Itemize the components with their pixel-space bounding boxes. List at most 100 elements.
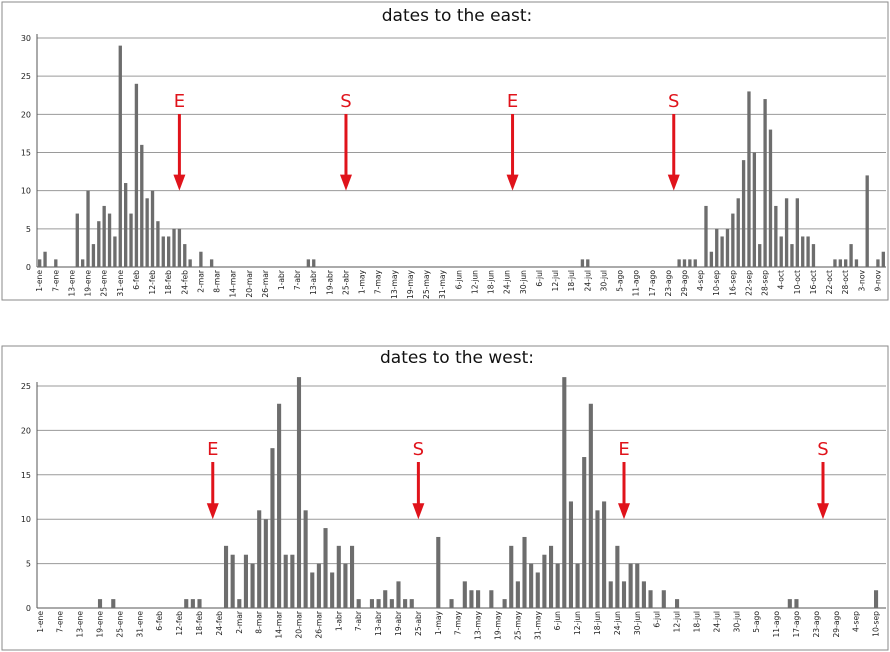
bar [188,259,192,267]
bar [111,599,116,608]
x-tick-label: 26-mar [261,269,270,297]
bar [118,45,122,267]
marker-label: E [207,439,218,460]
x-tick-label: 16-sep [728,270,737,296]
bar [75,213,79,267]
x-tick-label: 6-jun [454,270,463,289]
bar [794,599,799,608]
y-tick-label: 25 [21,72,31,81]
bar [881,251,885,267]
x-tick-label: 10-oct [793,270,802,294]
x-tick-label: 18-jul [692,611,701,632]
x-tick-label: 22-oct [825,270,834,294]
x-tick-label: 20-mar [295,610,304,638]
bar [787,599,792,608]
bar [876,259,880,267]
x-tick-label: 18-feb [164,270,173,295]
bar [290,554,295,608]
bar [784,198,789,267]
x-tick-label: 30-jul [599,270,608,291]
bar [865,175,869,267]
x-tick-label: 7-may [374,270,383,295]
bar [602,501,607,608]
bar [747,91,751,268]
bar [873,590,879,608]
y-tick-label: 5 [26,560,31,569]
bar [562,377,567,608]
chart-title: dates to the west: [380,348,534,368]
x-tick-label: 4-sep [696,270,705,291]
bar [774,205,778,267]
x-tick-label: 20-mar [245,269,254,297]
bar [270,448,275,608]
bar [476,590,481,608]
bar [263,519,268,608]
bar [316,563,321,608]
x-tick-label: 13-ene [67,270,76,297]
x-tick-label: 18-jun [487,270,496,294]
x-tick-label: 12-jul [673,611,682,632]
x-tick-label: 9-nov [873,270,882,292]
bar [54,259,58,267]
bar [183,244,187,267]
bar [172,228,176,267]
bar [608,581,613,608]
marker-label: S [413,439,424,460]
chart-panel-1: dates to the east: 0 5 10 15 20 25 30 1-ene 7-ene… [1,1,890,301]
y-tick-label: 20 [21,110,31,119]
bar [107,213,112,267]
x-tick-label: 30-jun [633,611,642,635]
bar [312,259,316,267]
x-tick-label: 2-mar [235,610,244,634]
x-tick-label: 25-abr [341,269,350,295]
bar [790,244,794,267]
bar [661,590,666,608]
marker-arrow-head [618,503,631,520]
x-tick-label: 12-feb [175,611,184,636]
bar [184,599,189,608]
x-tick-label: 17-ago [792,611,801,638]
panel-frame [1,1,889,301]
bar [376,599,381,608]
bar [677,259,681,267]
bar [515,581,520,608]
x-tick-label: 28-sep [761,270,770,296]
bar [849,244,853,267]
x-tick-label: 31-ene [135,611,144,638]
x-tick-label: 13-ene [76,611,85,638]
bar [102,205,106,267]
x-tick-label: 19-may [406,269,415,298]
bar [833,259,837,267]
bar [635,563,640,608]
bar [548,545,554,608]
bar [595,510,600,608]
x-tick-label: 16-oct [809,270,818,294]
x-tick-label: 6-jul [535,270,544,287]
marker-label: E [174,91,185,112]
x-tick-label: 31-may [533,610,542,639]
bar [575,563,580,608]
x-tick-label: 13-abr [309,269,318,295]
bar [38,259,42,267]
bar [688,259,692,267]
x-tick-label: 19-ene [96,611,105,638]
x-tick-label: 10-sep [712,270,721,296]
x-tick-label: 29-ago [832,611,841,638]
bar [140,144,144,267]
marker-label: E [618,439,629,460]
marker-label: S [340,91,351,112]
x-tick-label: 12-jul [551,270,560,291]
bar [177,228,182,267]
x-tick-label: 14-mar [229,269,238,297]
bar [741,160,746,267]
bar [156,221,160,267]
x-tick-label: 22-sep [744,270,753,296]
y-tick-label: 0 [26,263,31,272]
x-tick-label: 13-may [390,269,399,298]
y-tick-label: 10 [21,187,31,196]
bar [243,554,248,608]
x-tick-label: 14-mar [275,610,284,638]
bar [97,599,103,608]
marker-label: S [668,91,679,112]
